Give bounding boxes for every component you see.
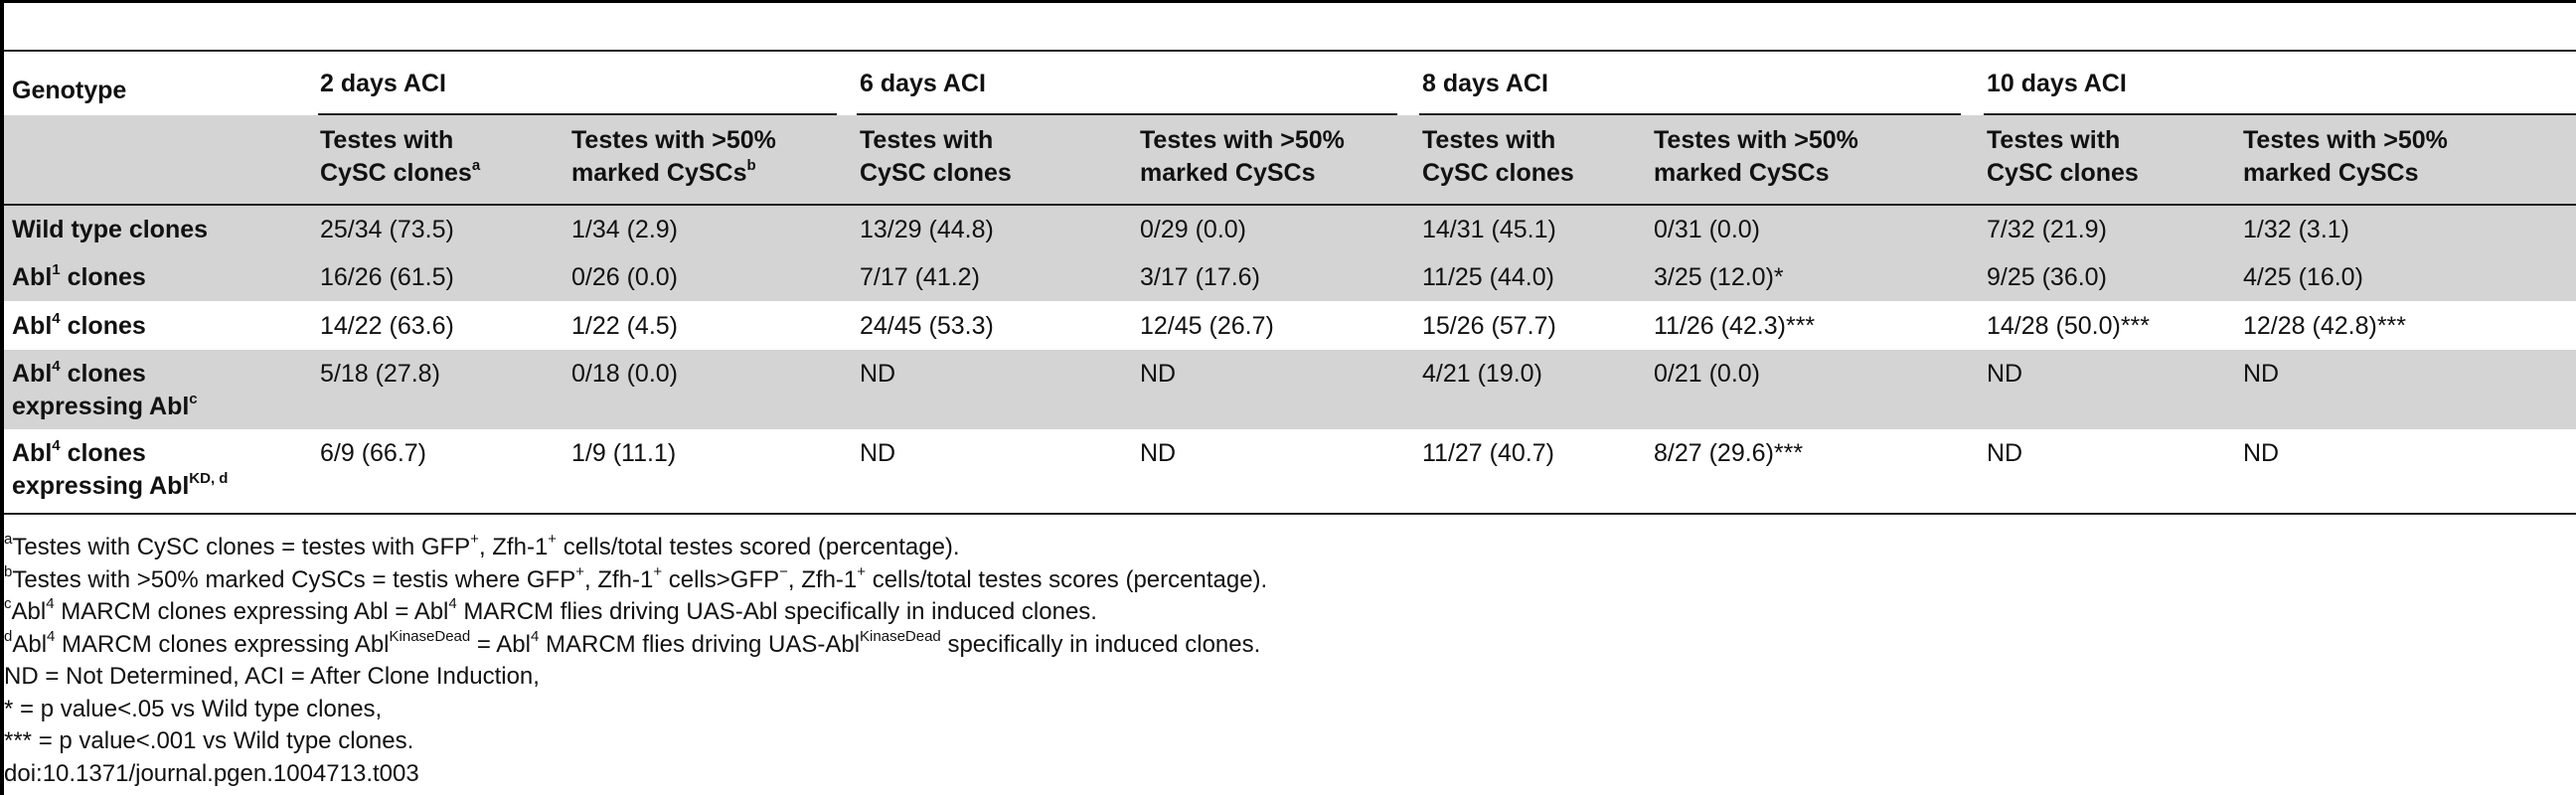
table-cell: ND xyxy=(1140,360,1177,388)
table-cell: 13/29 (44.8) xyxy=(860,216,994,243)
footnote-nd: ND = Not Determined, ACI = After Clone I… xyxy=(4,663,540,690)
table-cell: 4/25 (16.0) xyxy=(2243,263,2363,291)
table-cell: 1/32 (3.1) xyxy=(2243,216,2350,243)
table-cell: 8/27 (29.6)*** xyxy=(1654,439,1804,467)
group-header-8days: 8 days ACI xyxy=(1422,70,1548,97)
subheader-2days-marked: Testes with >50% marked CySCsb xyxy=(571,126,776,187)
row-label: Abl4 clones xyxy=(12,310,146,340)
table-cell: ND xyxy=(1140,439,1177,467)
doi-text: doi:10.1371/journal.pgen.1004713.t003 xyxy=(4,759,419,787)
table-cell: ND xyxy=(2243,360,2280,388)
table-cell: ND xyxy=(2243,439,2280,467)
table-cell: 3/25 (12.0)* xyxy=(1654,263,1784,291)
table-cell: 6/9 (66.7) xyxy=(320,439,427,467)
group-header-10days: 10 days ACI xyxy=(1987,70,2127,97)
table-cell: 16/26 (61.5) xyxy=(320,263,454,291)
group-rule-8days xyxy=(1419,113,1961,115)
table-cell: 11/26 (42.3)*** xyxy=(1654,312,1816,340)
subheader-8days-marked: Testes with >50% marked CySCs xyxy=(1654,126,1858,187)
row-shade-abl1 xyxy=(4,253,2576,301)
footnote-b: bTestes with >50% marked CySCs = testis … xyxy=(4,562,1268,593)
table-cell: 12/45 (26.7) xyxy=(1140,312,1274,340)
table-cell: 11/27 (40.7) xyxy=(1422,439,1554,467)
subheader-shade xyxy=(4,115,2576,254)
table-cell: 11/25 (44.0) xyxy=(1422,263,1554,291)
row-label: Abl4 clones expressing Ablc xyxy=(12,358,198,420)
row-label: Abl4 clones expressing AblKD, d xyxy=(12,437,229,500)
row-label: Wild type clones xyxy=(12,216,209,243)
table-cell: 0/26 (0.0) xyxy=(571,263,679,291)
left-border xyxy=(0,0,4,795)
table-cell: ND xyxy=(1987,439,2023,467)
row-shade-abl4-expressing xyxy=(4,350,2576,429)
footnote-p001: *** = p value<.001 vs Wild type clones. xyxy=(4,727,414,754)
table-cell: 15/26 (57.7) xyxy=(1422,312,1556,340)
table-cell: 0/21 (0.0) xyxy=(1654,360,1761,388)
table-cell: 14/28 (50.0)*** xyxy=(1987,312,2151,340)
subheader-6days-marked: Testes with >50% marked CySCs xyxy=(1140,126,1345,187)
top-border xyxy=(4,0,2576,3)
table-cell: 0/29 (0.0) xyxy=(1140,216,1247,243)
table-cell: 1/22 (4.5) xyxy=(571,312,679,340)
table-cell: 4/21 (19.0) xyxy=(1422,360,1542,388)
table-cell: 7/32 (21.9) xyxy=(1987,216,2107,243)
table-cell: 12/28 (42.8)*** xyxy=(2243,312,2407,340)
table-cell: 1/9 (11.1) xyxy=(571,439,677,467)
table-cell: ND xyxy=(860,439,896,467)
table-cell: 1/34 (2.9) xyxy=(571,216,679,243)
genotype-header: Genotype xyxy=(12,77,127,104)
table-cell: 3/17 (17.6) xyxy=(1140,263,1260,291)
group-rule-2days xyxy=(318,113,837,115)
table-cell: 14/22 (63.6) xyxy=(320,312,454,340)
subheader-10days-marked: Testes with >50% marked CySCs xyxy=(2243,126,2448,187)
table-cell: ND xyxy=(1987,360,2023,388)
subheader-8days-clones: Testes with CySC clones xyxy=(1422,126,1574,187)
subheader-2days-clones: Testes with CySC clonesa xyxy=(320,126,481,187)
footnote-c: cAbl4 MARCM clones expressing Abl = Abl4… xyxy=(4,595,1097,625)
group-header-6days: 6 days ACI xyxy=(860,70,986,97)
table-cell: 24/45 (53.3) xyxy=(860,312,994,340)
table-cell: 0/31 (0.0) xyxy=(1654,216,1761,243)
table-cell: ND xyxy=(860,360,896,388)
table-cell: 5/18 (27.8) xyxy=(320,360,440,388)
table-cell: 0/18 (0.0) xyxy=(571,360,679,388)
row-label: Abl1 clones xyxy=(12,261,146,291)
footnote-a: aTestes with CySC clones = testes with G… xyxy=(4,531,960,560)
group-rule-6days xyxy=(857,113,1397,115)
footnote-p05: * = p value<.05 vs Wild type clones, xyxy=(4,695,383,722)
footnotes: aTestes with CySC clones = testes with G… xyxy=(4,532,2568,790)
subheader-10days-clones: Testes with CySC clones xyxy=(1987,126,2139,187)
table-bottom-rule xyxy=(4,513,2576,515)
group-header-2days: 2 days ACI xyxy=(320,70,446,97)
group-rule-10days xyxy=(1984,113,2576,115)
table-cell: 9/25 (36.0) xyxy=(1987,263,2107,291)
table-top-rule xyxy=(4,50,2576,52)
table-cell: 14/31 (45.1) xyxy=(1422,216,1556,243)
table-cell: 7/17 (41.2) xyxy=(860,263,980,291)
header-bottom-rule xyxy=(4,204,2576,206)
subheader-6days-clones: Testes with CySC clones xyxy=(860,126,1012,187)
footnote-d: dAbl4 MARCM clones expressing AblKinaseD… xyxy=(4,627,1261,658)
table-cell: 25/34 (73.5) xyxy=(320,216,454,243)
